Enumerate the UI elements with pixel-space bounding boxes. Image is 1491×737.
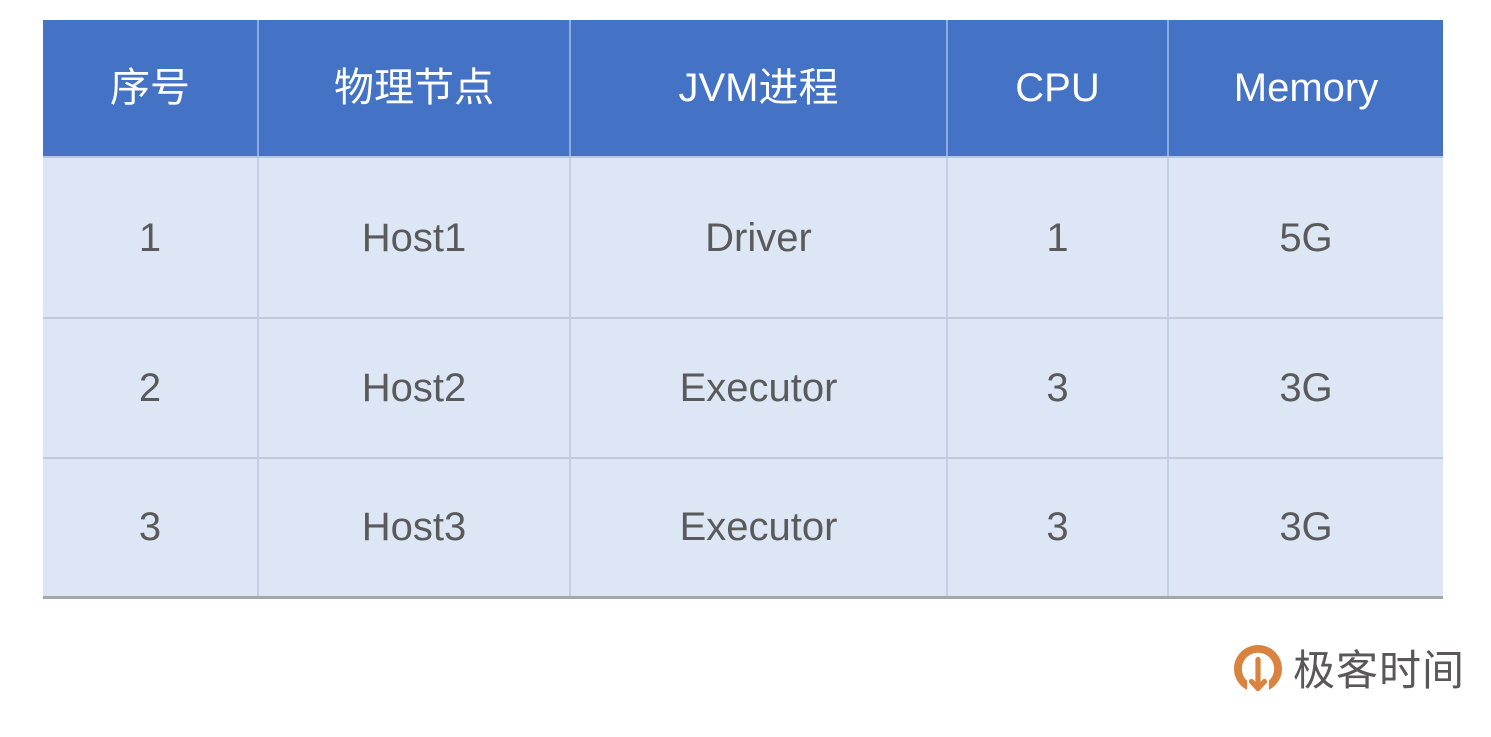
cell-host: Host2 — [258, 318, 571, 459]
cell-host: Host1 — [258, 157, 571, 319]
cell-jvm: Executor — [570, 318, 948, 459]
column-header-memory: Memory — [1168, 20, 1443, 158]
column-header-host: 物理节点 — [258, 20, 571, 158]
cell-index: 1 — [43, 157, 259, 319]
cell-index: 2 — [43, 318, 259, 459]
table-row: 3 Host3 Executor 3 3G — [43, 458, 1443, 597]
column-header-index: 序号 — [43, 20, 259, 158]
cell-jvm: Executor — [570, 458, 948, 597]
table-row: 2 Host2 Executor 3 3G — [43, 318, 1443, 459]
column-header-jvm: JVM进程 — [570, 20, 948, 158]
brand-logo: 极客时间 — [1233, 644, 1465, 698]
cell-cpu: 3 — [947, 458, 1169, 597]
spark-cluster-resource-table: 序号 物理节点 JVM进程 CPU Memory 1 Host1 Driver … — [43, 20, 1443, 599]
table-body: 1 Host1 Driver 1 5G 2 Host2 Executor 3 3… — [43, 157, 1443, 597]
geektime-pin-icon — [1234, 645, 1282, 692]
cell-host: Host3 — [258, 458, 571, 597]
cell-memory: 3G — [1168, 318, 1443, 459]
column-header-cpu: CPU — [947, 20, 1169, 158]
brand-wordmark: 极客时间 — [1293, 646, 1466, 695]
cell-memory: 5G — [1168, 157, 1443, 319]
table-header: 序号 物理节点 JVM进程 CPU Memory — [43, 20, 1443, 158]
cell-jvm: Driver — [570, 157, 948, 319]
table-header-row: 序号 物理节点 JVM进程 CPU Memory — [43, 20, 1443, 158]
cell-cpu: 3 — [947, 318, 1169, 459]
table-row: 1 Host1 Driver 1 5G — [43, 157, 1443, 319]
cell-memory: 3G — [1168, 458, 1443, 597]
cell-index: 3 — [43, 458, 259, 597]
cell-cpu: 1 — [947, 157, 1169, 319]
